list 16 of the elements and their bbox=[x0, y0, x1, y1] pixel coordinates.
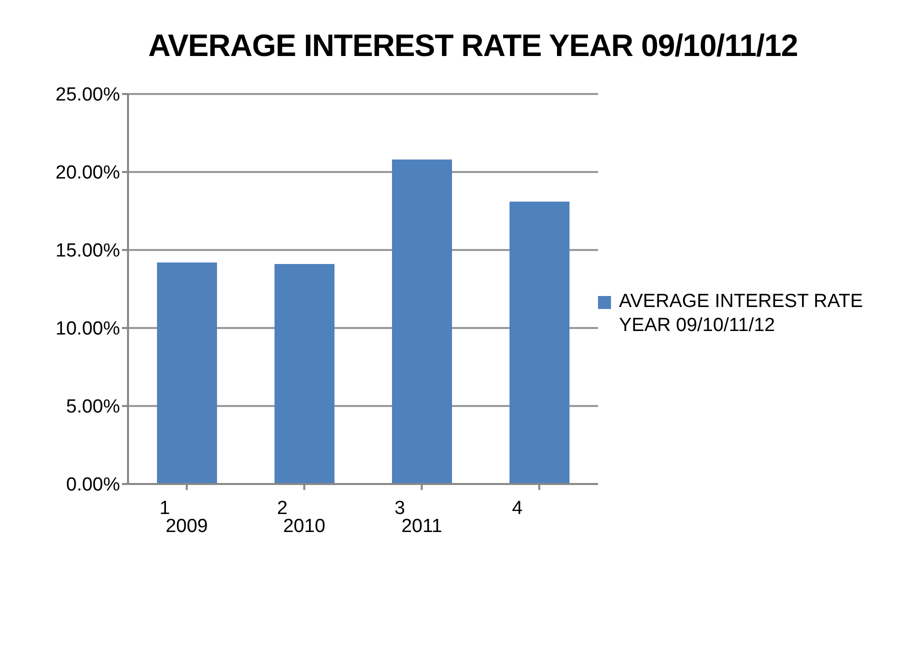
x-tick-label: 2 2010 bbox=[276, 498, 326, 537]
y-tick-label: 0.00% bbox=[66, 474, 120, 496]
y-tick-label: 15.00% bbox=[56, 240, 120, 262]
chart-title: AVERAGE INTEREST RATE YEAR 09/10/11/12 bbox=[147, 27, 799, 64]
x-tick-label: 4 bbox=[512, 498, 523, 519]
y-tick-label: 5.00% bbox=[66, 396, 120, 418]
y-tick-label: 10.00% bbox=[56, 318, 120, 340]
bar bbox=[274, 264, 334, 484]
y-tick-label: 25.00% bbox=[56, 84, 120, 106]
bar bbox=[510, 202, 570, 484]
legend-label: AVERAGE INTEREST RATE YEAR 09/10/11/12 bbox=[619, 290, 864, 338]
bar bbox=[157, 262, 217, 484]
x-tick-label: 3 2011 bbox=[394, 498, 442, 537]
bar bbox=[392, 160, 452, 484]
x-tick-label: 1 2009 bbox=[159, 498, 208, 537]
y-tick-label: 20.00% bbox=[56, 162, 120, 184]
